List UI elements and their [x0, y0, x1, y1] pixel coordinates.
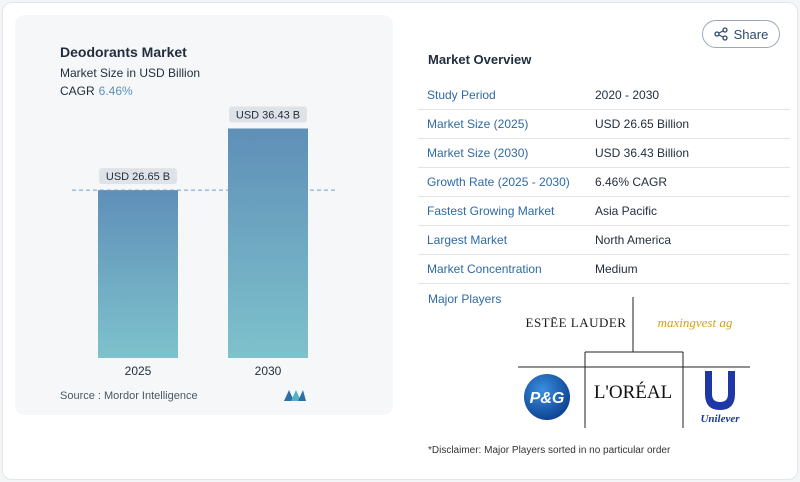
pg-logo-text: P&G	[530, 390, 565, 407]
overview-key: Fastest Growing Market	[427, 204, 555, 218]
estee-lauder-logo: ESTĒE LAUDER	[525, 315, 627, 330]
overview-value: 2020 - 2030	[595, 88, 660, 102]
overview-value: Asia Pacific	[595, 204, 658, 218]
overview-row: Study Period 2020 - 2030	[418, 81, 790, 110]
cagr-value: 6.46%	[98, 84, 133, 98]
overview-key: Market Size (2030)	[427, 146, 529, 160]
overview-row: Fastest Growing Market Asia Pacific	[418, 197, 790, 226]
overview-row: Largest Market North America	[418, 226, 790, 255]
overview-value: USD 36.43 Billion	[595, 146, 690, 160]
data-label-bg	[229, 106, 307, 123]
overview-row: Market Concentration Medium	[418, 255, 790, 284]
chart-subtitle: Market Size in USD Billion	[60, 66, 201, 80]
category-label: 2030	[255, 364, 282, 378]
cagr-label: CAGR	[60, 84, 95, 98]
overview-value: USD 26.65 Billion	[595, 117, 690, 131]
bar-2030	[228, 128, 308, 358]
unilever-logo-text: Unilever	[700, 413, 740, 425]
overview-row: Market Size (2030) USD 36.43 Billion	[418, 139, 790, 168]
category-label: 2025	[125, 364, 152, 378]
bar-2025	[98, 190, 178, 358]
chart-panel	[15, 15, 393, 415]
mordor-intelligence-logo	[284, 390, 306, 401]
share-icon	[713, 27, 728, 41]
pg-logo: P&G	[523, 373, 571, 421]
overview-key: Market Size (2025)	[427, 117, 529, 131]
overview-row: Market Size (2025) USD 26.65 Billion	[418, 110, 790, 139]
source-text: Source : Mordor Intelligence	[60, 390, 198, 402]
data-label: USD 26.65 B	[106, 171, 170, 183]
loreal-logo: L'ORÉAL	[593, 382, 673, 403]
overview-title: Market Overview	[428, 52, 532, 67]
data-label: USD 36.43 B	[236, 109, 300, 121]
overview-value: 6.46% CAGR	[595, 175, 668, 189]
overview-row: Growth Rate (2025 - 2030) 6.46% CAGR	[418, 168, 790, 197]
overview-key: Study Period	[427, 88, 496, 102]
overview-key: Largest Market	[427, 233, 508, 247]
chart-title: Deodorants Market	[60, 44, 187, 60]
overview-key: Market Concentration	[427, 262, 542, 276]
overview-key: Growth Rate (2025 - 2030)	[427, 175, 570, 189]
major-players-label: Major Players	[428, 292, 502, 306]
data-label-bg	[99, 168, 177, 185]
chart-cagr: CAGR 6.46%	[60, 84, 133, 98]
unilever-logo: Unilever	[700, 368, 740, 426]
disclaimer-text: *Disclaimer: Major Players sorted in no …	[428, 445, 671, 456]
overview-value: North America	[595, 233, 672, 247]
share-button[interactable]: Share	[702, 20, 780, 48]
share-label: Share	[733, 26, 769, 42]
maxingvest-logo: maxingvest ag	[657, 315, 733, 330]
overview-value: Medium	[595, 262, 638, 276]
overview-table: Study Period 2020 - 2030 Market Size (2025…	[418, 81, 790, 284]
